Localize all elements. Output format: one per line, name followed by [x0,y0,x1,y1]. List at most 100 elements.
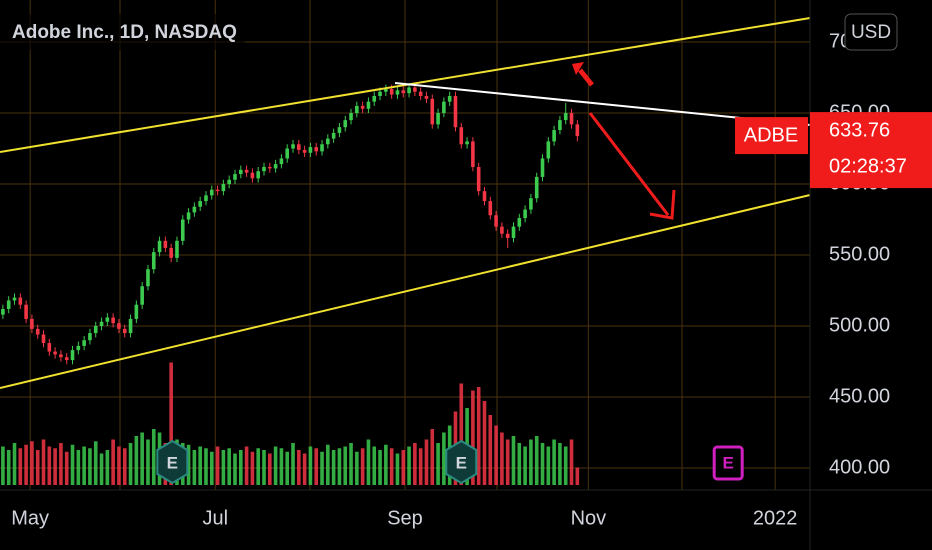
candle-body [244,169,249,173]
candle-body [360,105,365,109]
candle-body [41,334,46,344]
candle-body [204,195,208,202]
volume-bar [105,450,110,485]
candle-body [122,328,127,334]
earnings-label: E [456,453,467,472]
candle-body [384,88,388,92]
volume-bar [198,446,202,485]
candle-body [146,269,150,287]
candle-body [6,300,11,309]
candle-body [471,141,475,167]
volume-bar [575,467,580,485]
candle-body [331,132,336,139]
candle-body [186,212,191,220]
volume-bar [268,453,272,485]
volume-bar [151,429,156,485]
candle-body [256,171,261,179]
candle-body [337,127,342,133]
volume-bar [285,451,290,485]
volume-bar [233,453,237,485]
volume-bar [140,432,144,485]
candle-body [59,354,63,358]
candle-body [546,141,551,159]
candle-body [134,304,139,319]
volume-bar [186,444,191,485]
candle-body [476,166,481,192]
candle-body [529,198,533,210]
volume-bar [407,446,411,485]
candle-body [523,209,527,219]
earnings-box [712,445,744,481]
volume-bar [558,443,562,485]
candle-body [250,172,255,179]
volume-bar [1,446,5,485]
currency[interactable]: USD [851,22,891,43]
candle-body [105,317,110,322]
volume-bar [53,448,57,485]
candle-body [99,321,104,327]
candle-body [320,144,324,152]
volume-bar [18,448,23,485]
volume-bar [349,443,353,485]
candle-body [488,201,493,216]
volume-bar [302,453,307,485]
volume-bar [552,439,556,485]
candle-body [12,297,17,301]
x-tick-label: Sep [387,507,423,529]
volume-bar [418,448,423,485]
volume-bar [529,439,533,485]
volume-bar [122,448,127,485]
candle-body [349,113,353,121]
volume-bar [279,448,284,485]
candle-body [494,215,498,227]
candle-body [413,87,417,92]
candle-body [209,189,214,196]
volume-bar [482,401,487,485]
chart-title: Adobe Inc., 1D, NASDAQ [12,22,237,43]
candle-body [505,233,510,238]
volume-bar [389,448,394,485]
volume-bar [244,446,249,485]
volume-bar [238,450,243,485]
candle-body [233,174,237,180]
candle-body [453,95,458,128]
volume-bar [395,453,400,485]
earnings-label: E [723,453,734,472]
candle-body [424,95,429,99]
arrow [588,112,670,216]
volume-bar [128,443,133,485]
volume-bar [494,425,498,485]
candle-body [93,326,98,334]
arrow-head [649,189,676,220]
candle-body [221,184,226,192]
candle-body [279,158,284,165]
candle-body [175,240,179,258]
volume-bar [250,451,255,485]
earnings-marker: E [712,445,744,481]
candle-body [117,323,121,329]
earnings-marker: E [156,439,189,485]
volume-bar [372,446,377,485]
candle-body [30,318,34,329]
candle-body [53,351,57,355]
price-box [810,112,932,189]
candle-body [163,240,168,248]
candle-body [64,357,69,361]
candle-body [273,164,278,169]
arrow-small-head [572,62,584,75]
candle-body [482,191,487,202]
volume-bar [82,446,86,485]
candle-body [76,345,81,351]
volume-bar [366,439,371,485]
candle-body [569,113,574,125]
candle-body [169,247,173,258]
volume-bar [471,390,475,485]
candle-body [198,201,202,207]
volume-bar [256,448,261,485]
currency-button[interactable] [844,13,898,51]
y-tick-label: 500.00 [829,314,890,336]
candle-body [430,98,435,125]
candle-body [111,317,115,324]
candle-body [558,120,562,131]
volume-bar [331,450,336,485]
